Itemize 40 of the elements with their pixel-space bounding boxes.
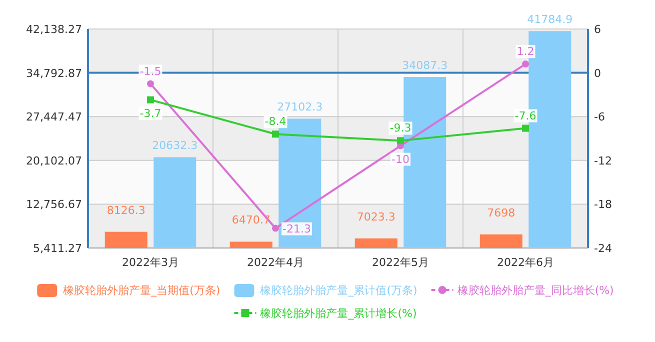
data-label: 7698 (487, 206, 516, 220)
y-tick-label: 34,792.87 (26, 66, 82, 80)
point (272, 224, 279, 232)
y2-tick-label: -6 (594, 110, 605, 124)
data-label: -21.3 (282, 222, 312, 236)
y2-tick-label: -24 (594, 242, 612, 255)
data-label: 41784.9 (527, 13, 573, 26)
legend-item: 橡胶轮胎外胎产量_累计值(万条) (234, 284, 418, 297)
data-label: 27102.3 (277, 100, 323, 114)
x-tick-label: 2022年6月 (497, 256, 554, 269)
data-label: 34087.3 (402, 59, 448, 72)
y-tick-label: 27,447.47 (26, 110, 82, 124)
y2-tick-label: 6 (594, 23, 601, 36)
data-label: 20632.3 (152, 139, 198, 152)
y-tick-label: 20,102.07 (26, 154, 82, 168)
y2-tick-label: -12 (594, 154, 612, 168)
point (522, 124, 529, 132)
point (147, 80, 154, 88)
x-tick-label: 2022年3月 (122, 256, 179, 269)
point (272, 130, 279, 138)
data-label: 7023.3 (356, 210, 396, 224)
x-tick-label: 2022年4月 (247, 256, 304, 269)
legend-item: 橡胶轮胎外胎产量_当期值(万条) (37, 284, 220, 297)
point (397, 137, 404, 144)
x-tick-label: 2022年5月 (372, 256, 429, 269)
point (522, 60, 529, 68)
y-tick-label: 12,756.67 (26, 198, 82, 212)
data-label: -9.3 (388, 122, 412, 135)
data-label: 8126.3 (106, 204, 146, 217)
data-label: -8.4 (264, 115, 288, 128)
y-tick-label: 5,411.27 (33, 242, 82, 255)
data-label: 1.2 (516, 45, 536, 58)
y-tick-label: 42,138.27 (26, 23, 82, 36)
data-label: 6470.7 (232, 214, 270, 227)
legend-item: 橡胶轮胎外胎产量_同比增长(%) (431, 284, 614, 297)
legend-item: 橡胶轮胎外胎产量_累计增长(%) (234, 307, 417, 320)
data-label: -10 (390, 152, 410, 166)
y2-tick-label: -18 (594, 198, 612, 212)
y2-tick-label: 0 (594, 66, 601, 80)
point (147, 96, 154, 104)
